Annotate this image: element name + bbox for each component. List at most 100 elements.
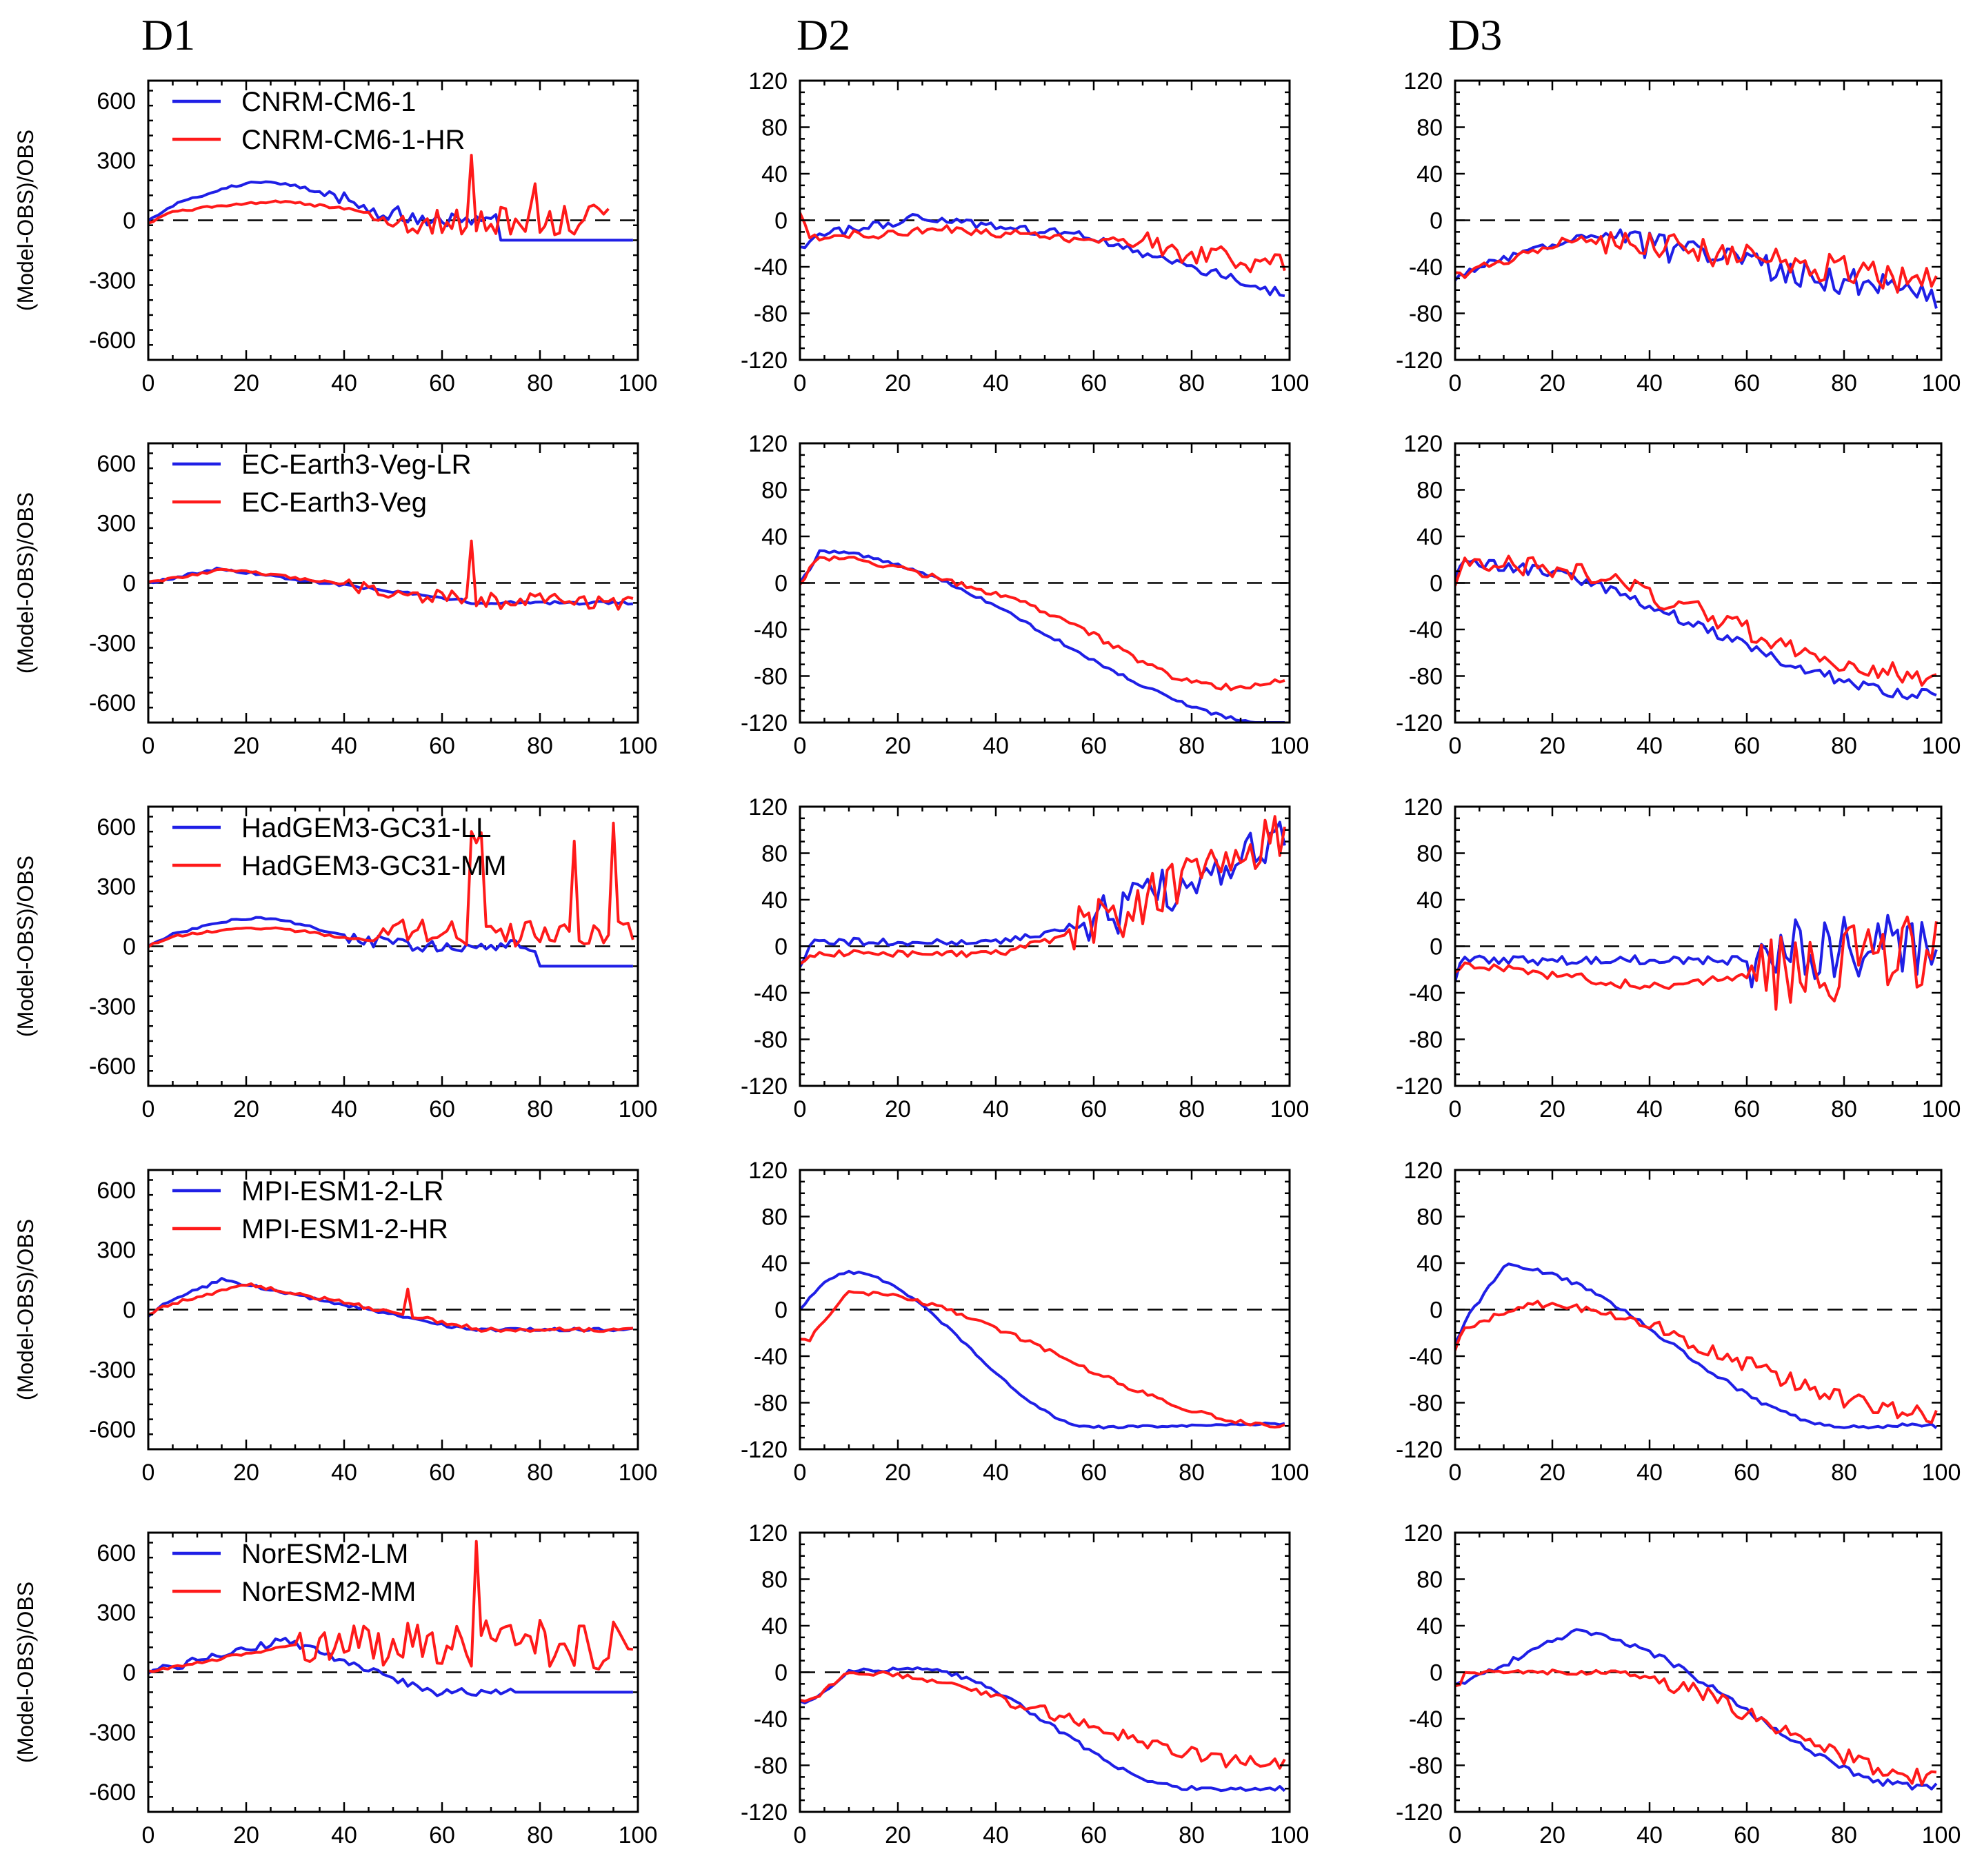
series-line-red bbox=[800, 555, 1285, 692]
x-tick-label: 60 bbox=[429, 733, 455, 759]
x-tick-label: 0 bbox=[142, 1096, 155, 1122]
panel-4-d1: 0 20 40 60 80 100 -600 -300 0 300 600 (Model-OBS)/O… bbox=[13, 1169, 657, 1486]
x-tick-label: 20 bbox=[1539, 733, 1565, 759]
y-tick-label: 80 bbox=[1416, 1567, 1443, 1593]
x-tick-label: 20 bbox=[885, 370, 911, 396]
x-tick-label: 0 bbox=[794, 370, 807, 396]
y-tick-label: 0 bbox=[774, 1298, 788, 1324]
y-tick-label: -600 bbox=[89, 327, 136, 354]
y-tick-label: -80 bbox=[754, 1391, 788, 1417]
y-tick-label: -600 bbox=[89, 690, 136, 716]
plot-frame bbox=[147, 1169, 639, 1451]
x-tick-label: 100 bbox=[1922, 733, 1961, 759]
x-tick-label: 20 bbox=[1539, 1096, 1565, 1122]
series-line-red bbox=[1455, 231, 1938, 294]
y-tick-label: 120 bbox=[748, 431, 788, 457]
legend: MPI-ESM1-2-LR MPI-ESM1-2-HR bbox=[172, 1176, 448, 1244]
panel-4-d2: 0 20 40 60 80 100 -120 -80 -40 0 40 80 120 bbox=[741, 1158, 1309, 1486]
series-line-blue bbox=[1455, 228, 1938, 309]
y-tick-label: 40 bbox=[761, 524, 788, 550]
x-tick-label: 100 bbox=[619, 733, 658, 759]
x-tick-label: 40 bbox=[983, 1822, 1009, 1848]
panel-2-d2: 0 20 40 60 80 100 -120 -80 -40 0 40 80 120 bbox=[741, 431, 1309, 759]
x-tick-label: 80 bbox=[1831, 1822, 1857, 1848]
panel-2-d1: 0 20 40 60 80 100 -600 -300 0 300 600 (Model-OBS)/O… bbox=[13, 442, 658, 759]
legend-entry: MPI-ESM1-2-HR bbox=[241, 1214, 448, 1244]
plot-frame bbox=[1454, 805, 1943, 1087]
y-tick-label: 80 bbox=[761, 115, 788, 141]
legend-entry: NorESM2-MM bbox=[241, 1577, 416, 1607]
x-tick-label: 40 bbox=[1636, 733, 1663, 759]
series-line-red bbox=[1455, 1300, 1938, 1424]
y-tick-label: 300 bbox=[97, 148, 136, 174]
x-tick-label: 60 bbox=[1081, 1460, 1107, 1486]
y-tick-label: 80 bbox=[761, 1567, 788, 1593]
panel-2-d3: 0 20 40 60 80 100 -120 -80 -40 0 40 80 120 bbox=[1396, 431, 1961, 759]
x-tick-label: 40 bbox=[1636, 1460, 1663, 1486]
y-axis-label: (Model-OBS)/OBS bbox=[13, 856, 38, 1037]
x-tick-label: 60 bbox=[1081, 1822, 1107, 1848]
legend: EC-Earth3-Veg-LR EC-Earth3-Veg bbox=[172, 450, 471, 518]
x-tick-label: 0 bbox=[142, 1460, 155, 1486]
legend-entry: HadGEM3-GC31-MM bbox=[241, 851, 507, 881]
y-tick-label: -120 bbox=[741, 710, 788, 736]
y-tick-label: -80 bbox=[754, 1027, 788, 1053]
series-line-red bbox=[1455, 1668, 1937, 1786]
x-tick-label: 80 bbox=[527, 1460, 553, 1486]
series-line-blue bbox=[1455, 914, 1938, 989]
y-tick-label: 300 bbox=[97, 511, 136, 537]
x-tick-label: 20 bbox=[233, 1460, 259, 1486]
x-tick-label: 60 bbox=[429, 370, 455, 396]
x-tick-label: 100 bbox=[619, 370, 658, 396]
x-tick-label: 60 bbox=[1734, 370, 1760, 396]
y-tick-label: 80 bbox=[1416, 841, 1443, 867]
x-tick-label: 40 bbox=[983, 370, 1009, 396]
y-tick-label: -600 bbox=[89, 1053, 136, 1080]
y-tick-label: -120 bbox=[741, 1799, 788, 1826]
y-tick-label: -120 bbox=[741, 1073, 788, 1100]
series-line-blue bbox=[1455, 1628, 1938, 1791]
y-tick-label: -80 bbox=[754, 301, 788, 327]
plot-frame bbox=[147, 1531, 639, 1813]
y-tick-label: 0 bbox=[123, 934, 136, 960]
y-axis-label: (Model-OBS)/OBS bbox=[13, 130, 38, 311]
y-tick-label: 0 bbox=[774, 208, 788, 234]
y-tick-label: 0 bbox=[774, 1660, 788, 1686]
y-tick-label: 80 bbox=[1416, 1204, 1443, 1231]
y-tick-label: -120 bbox=[1396, 347, 1443, 374]
x-tick-label: 0 bbox=[1449, 1460, 1462, 1486]
plot-frame bbox=[799, 79, 1291, 361]
legend-entry: MPI-ESM1-2-LR bbox=[241, 1176, 443, 1207]
x-tick-label: 40 bbox=[331, 1460, 357, 1486]
series-line-red bbox=[800, 1670, 1286, 1770]
y-tick-label: -80 bbox=[1409, 1391, 1443, 1417]
x-tick-label: 60 bbox=[1734, 1096, 1760, 1122]
series-line-red bbox=[1455, 554, 1937, 687]
x-tick-label: 80 bbox=[527, 370, 553, 396]
x-tick-label: 80 bbox=[527, 1822, 553, 1848]
y-tick-label: 40 bbox=[761, 1251, 788, 1277]
y-tick-label: 40 bbox=[1416, 524, 1443, 550]
y-axis-label: (Model-OBS)/OBS bbox=[13, 1582, 38, 1763]
series-line-red bbox=[800, 1290, 1285, 1429]
y-tick-label: 300 bbox=[97, 874, 136, 900]
panel-4-d3: 0 20 40 60 80 100 -120 -80 -40 0 40 80 120 bbox=[1396, 1158, 1961, 1486]
y-tick-label: 0 bbox=[123, 1298, 136, 1324]
y-tick-label: 300 bbox=[97, 1600, 136, 1626]
y-axis-label: (Model-OBS)/OBS bbox=[13, 1219, 38, 1400]
plot-frame bbox=[1454, 442, 1943, 724]
x-tick-label: 20 bbox=[885, 1460, 911, 1486]
panel-5-d3: 0 20 40 60 80 100 -120 -80 -40 0 40 80 120 bbox=[1396, 1520, 1961, 1848]
x-tick-label: 100 bbox=[1922, 1822, 1961, 1848]
x-tick-label: 20 bbox=[1539, 1460, 1565, 1486]
y-tick-label: 120 bbox=[748, 794, 788, 820]
x-tick-label: 100 bbox=[1922, 1096, 1961, 1122]
x-tick-label: 100 bbox=[1922, 370, 1961, 396]
x-tick-label: 100 bbox=[1270, 1822, 1310, 1848]
legend-entry: NorESM2-LM bbox=[241, 1539, 408, 1569]
y-tick-label: -80 bbox=[754, 1753, 788, 1779]
x-tick-label: 60 bbox=[1734, 1822, 1760, 1848]
y-tick-label: 0 bbox=[774, 934, 788, 960]
y-tick-label: 40 bbox=[761, 1613, 788, 1640]
